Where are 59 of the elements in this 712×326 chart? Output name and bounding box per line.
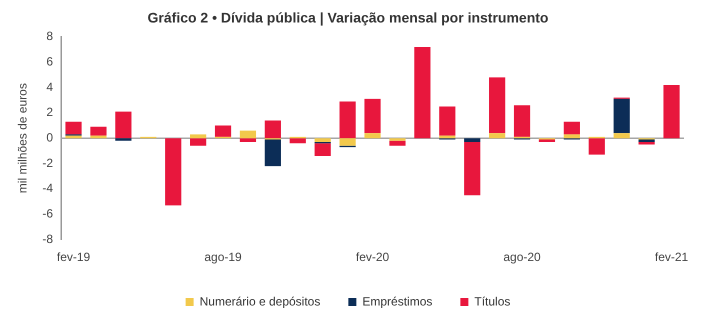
bar	[340, 101, 356, 138]
bar	[464, 142, 480, 196]
bar	[65, 136, 82, 138]
bar	[489, 133, 506, 138]
bar	[165, 138, 182, 206]
y-tick-label: -2	[42, 156, 54, 170]
x-tick-label: fev-21	[654, 250, 689, 264]
bar	[340, 138, 356, 146]
bar	[614, 98, 630, 134]
y-tick-label: 8	[46, 29, 54, 44]
bar	[264, 139, 281, 166]
bar	[190, 138, 206, 146]
bar	[439, 106, 456, 136]
x-tick-label: ago-19	[204, 250, 242, 264]
y-tick-label: 2	[46, 105, 54, 120]
bar	[190, 134, 206, 138]
bar	[638, 142, 655, 145]
bar	[314, 143, 331, 156]
legend-label: Títulos	[474, 294, 510, 308]
bar	[115, 138, 132, 141]
y-tick-label: 6	[46, 54, 54, 68]
bar	[364, 133, 381, 138]
bar	[214, 126, 232, 137]
chart-title: Gráfico 2 • Dívida pública | Variação mensal por instrumento	[148, 9, 548, 26]
y-axis-title: mil milhões de euros	[16, 83, 30, 194]
bar	[588, 138, 605, 155]
bar	[514, 105, 530, 137]
bar	[638, 139, 655, 142]
bar	[240, 130, 256, 138]
bar	[90, 136, 107, 138]
bar	[264, 120, 281, 138]
y-tick-label: -8	[42, 232, 54, 246]
bar	[439, 136, 456, 138]
bar	[389, 138, 406, 141]
bar	[538, 139, 556, 142]
y-tick-label: -6	[42, 206, 54, 221]
bar	[389, 140, 406, 146]
legend-label: Numerário e depósitos	[200, 294, 320, 308]
legend-label: Empréstimos	[362, 294, 432, 308]
bar	[314, 138, 331, 142]
bar	[240, 138, 256, 142]
y-tick-label: 4	[46, 80, 54, 94]
bar	[489, 77, 506, 134]
x-tick-label: fev-20	[356, 250, 390, 264]
y-tick-label: -4	[42, 181, 54, 196]
bar	[414, 46, 430, 138]
bar	[663, 84, 680, 138]
y-tick-label: 0	[46, 130, 54, 145]
bar	[90, 126, 107, 136]
bar	[65, 122, 82, 134]
bar	[290, 138, 306, 144]
bar	[115, 112, 132, 138]
x-tick-label: ago-20	[503, 250, 542, 264]
bar	[364, 98, 381, 134]
bar	[464, 138, 480, 142]
bar	[564, 122, 580, 134]
bar	[614, 133, 630, 138]
x-tick-label: fev-19	[56, 250, 91, 264]
bar	[564, 134, 580, 138]
